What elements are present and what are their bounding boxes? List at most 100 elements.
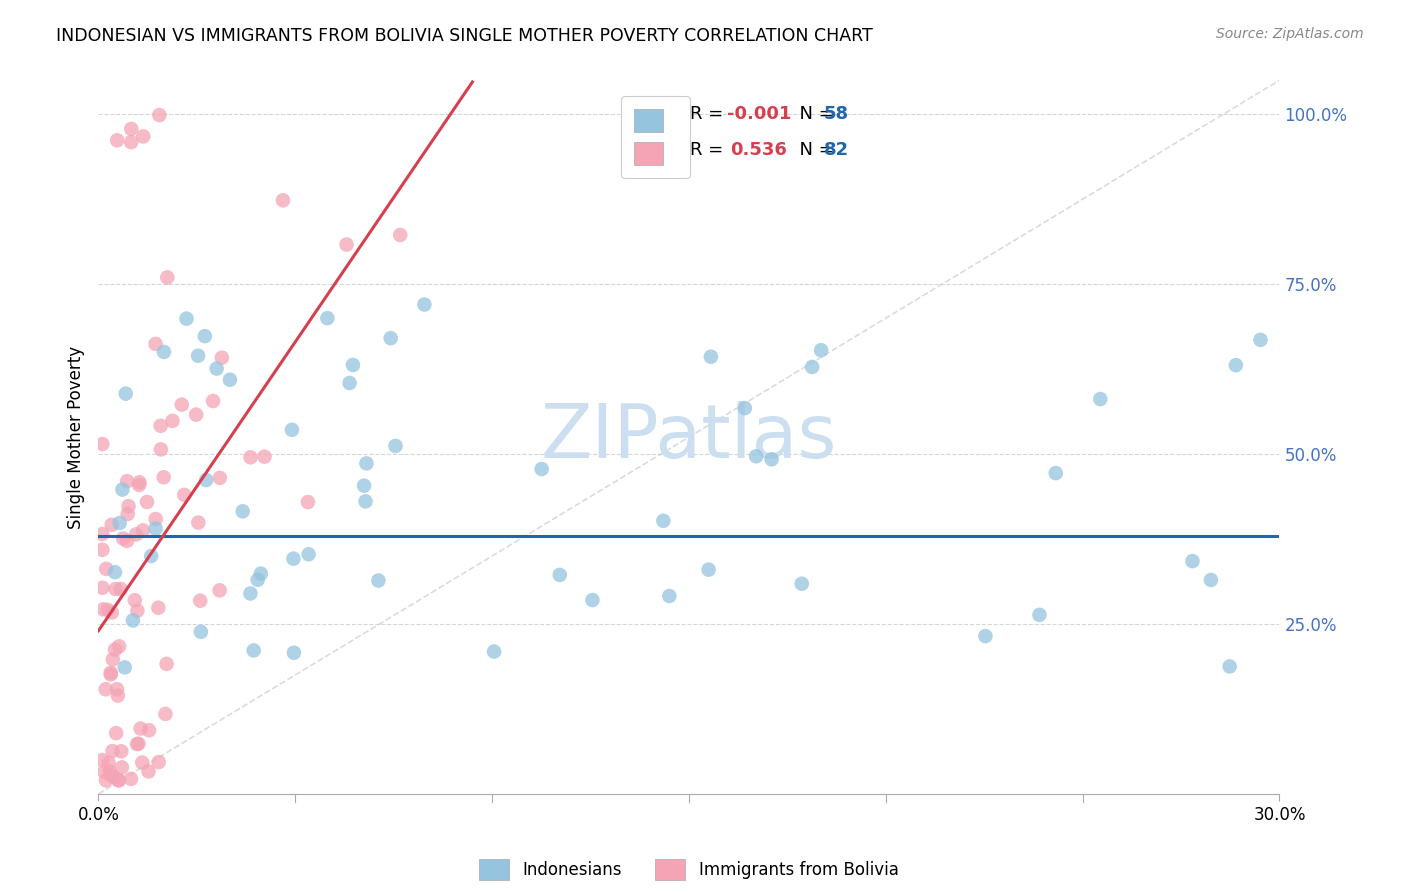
Text: INDONESIAN VS IMMIGRANTS FROM BOLIVIA SINGLE MOTHER POVERTY CORRELATION CHART: INDONESIAN VS IMMIGRANTS FROM BOLIVIA SI… (56, 27, 873, 45)
Point (156, 657, 179, 671)
Point (356, 456, 378, 470)
Point (131, 756, 153, 770)
Point (100, 517, 122, 532)
Point (339, 376, 361, 390)
Text: 58: 58 (824, 105, 849, 123)
Point (1199, 573, 1222, 587)
Point (1181, 554, 1204, 568)
Point (111, 760, 134, 774)
Point (115, 533, 138, 548)
Point (128, 478, 150, 492)
Point (380, 331, 402, 345)
Point (283, 551, 305, 566)
Point (138, 723, 160, 738)
Point (239, 586, 262, 600)
Point (91, 753, 114, 767)
Point (145, 522, 167, 536)
Point (297, 495, 319, 509)
Point (208, 471, 231, 485)
Point (91, 581, 114, 595)
Text: ZIPatlas: ZIPatlas (541, 401, 837, 474)
Point (156, 270, 179, 285)
Point (1225, 358, 1247, 372)
Point (101, 744, 124, 758)
Point (354, 494, 377, 508)
Point (187, 349, 209, 363)
Point (162, 414, 184, 428)
Point (112, 532, 135, 546)
Point (152, 470, 174, 484)
Point (389, 227, 412, 242)
Point (697, 563, 720, 577)
Point (1028, 607, 1050, 622)
Point (205, 361, 228, 376)
Point (271, 194, 294, 208)
Point (801, 359, 824, 374)
Point (132, 524, 155, 538)
Point (581, 593, 603, 607)
Point (115, 474, 138, 488)
Text: N =: N = (789, 141, 839, 159)
Point (101, 606, 124, 620)
Point (176, 311, 198, 326)
Point (91, 527, 114, 541)
Point (114, 386, 136, 401)
Point (148, 600, 170, 615)
Text: 82: 82 (824, 141, 849, 159)
Text: Source: ZipAtlas.com: Source: ZipAtlas.com (1216, 27, 1364, 41)
Point (246, 573, 269, 587)
Point (114, 660, 136, 674)
Point (530, 462, 553, 476)
Point (145, 337, 167, 351)
Point (283, 646, 305, 660)
Point (122, 613, 145, 627)
Point (94, 773, 117, 788)
Y-axis label: Single Mother Poverty: Single Mother Poverty (66, 345, 84, 529)
Point (211, 351, 233, 365)
Point (110, 744, 132, 758)
Point (91, 542, 114, 557)
Point (120, 135, 142, 149)
Point (136, 495, 159, 509)
Point (148, 108, 170, 122)
Point (103, 770, 125, 784)
Text: -0.001: -0.001 (727, 105, 792, 123)
Point (127, 737, 149, 751)
Point (105, 133, 128, 147)
Point (98, 764, 121, 779)
Point (253, 450, 276, 464)
Point (170, 398, 193, 412)
Point (149, 442, 172, 457)
Legend: Indonesians, Immigrants from Bolivia: Indonesians, Immigrants from Bolivia (472, 852, 905, 887)
Point (239, 450, 262, 465)
Point (104, 565, 127, 579)
Point (108, 516, 131, 530)
Point (658, 589, 681, 603)
Point (195, 473, 218, 487)
Point (108, 640, 131, 654)
Point (173, 488, 195, 502)
Point (93, 602, 115, 616)
Point (250, 566, 273, 581)
Point (93, 764, 115, 779)
Text: R =: R = (690, 105, 730, 123)
Point (100, 665, 122, 680)
Point (281, 423, 304, 437)
Point (120, 772, 142, 786)
Point (810, 343, 832, 358)
Point (208, 583, 231, 598)
Point (94, 682, 117, 697)
Point (700, 350, 723, 364)
Point (104, 642, 127, 657)
Point (108, 773, 131, 788)
Point (187, 516, 209, 530)
Point (104, 582, 127, 596)
Point (219, 373, 242, 387)
Text: N =: N = (789, 105, 839, 123)
Point (745, 450, 768, 464)
Point (297, 547, 319, 561)
Point (107, 689, 129, 703)
Point (384, 439, 406, 453)
Point (124, 593, 146, 607)
Point (107, 773, 129, 788)
